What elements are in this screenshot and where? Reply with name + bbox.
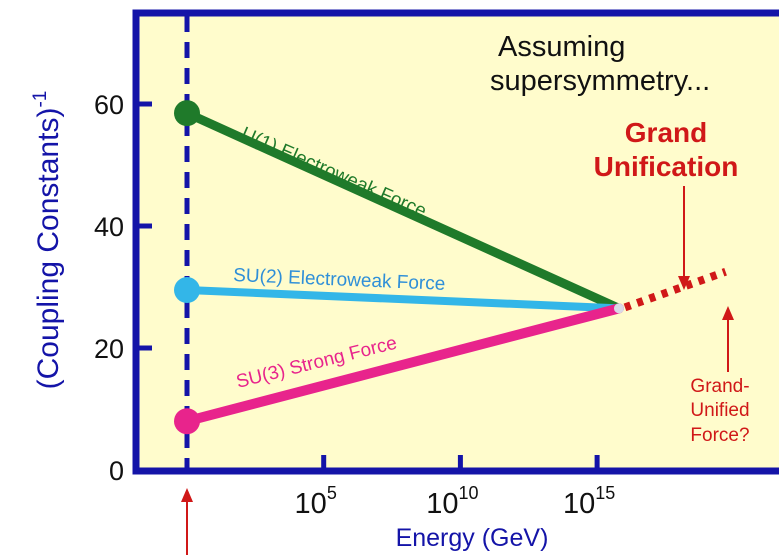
- u1-start-point: [174, 100, 200, 127]
- x-tick-label-exponent: 15: [595, 483, 615, 503]
- unified-force-extension-line: [623, 267, 727, 312]
- x-tick-label-base: 10: [426, 488, 458, 520]
- y-axis-label-superscript: -1: [30, 91, 51, 108]
- x-tick-label-base: 10: [563, 488, 595, 520]
- x-axis-label: Energy (GeV): [396, 524, 549, 552]
- assumption-annotation-line2: supersymmetry...: [490, 65, 710, 97]
- y-axis-label-text: (Coupling Constants): [32, 108, 65, 390]
- unified-force-annotation-line2: Unified: [690, 400, 749, 421]
- x-tick-label-exponent: 5: [327, 483, 337, 503]
- unified-force-annotation-line3: Force?: [690, 425, 749, 446]
- unification-point: [613, 303, 624, 314]
- x-tick-label: 105: [295, 483, 337, 520]
- unified-force-annotation-line1: Grand-: [690, 376, 749, 397]
- su2-start-point: [174, 277, 200, 304]
- x-tick-label-exponent: 10: [459, 483, 479, 503]
- grand-unification-annotation-line2: Unification: [594, 151, 739, 182]
- su3-strong-line: [182, 303, 624, 427]
- su2-electroweak-line: [183, 286, 623, 313]
- x-tick-label-base: 10: [295, 488, 327, 520]
- u1-electroweak-line: [182, 108, 624, 313]
- grand-unification-arrowhead: [678, 276, 690, 290]
- y-tick-label: 60: [94, 90, 124, 120]
- x-tick-label: 1015: [563, 483, 615, 520]
- grand-unification-annotation-line1: Grand: [625, 117, 707, 148]
- assumption-annotation-line1: Assuming: [498, 31, 625, 63]
- unified-force-arrowhead: [722, 306, 734, 320]
- x-tick-label: 1010: [426, 483, 478, 520]
- low-energy-arrowhead: [181, 488, 193, 502]
- y-axis-label: (Coupling Constants)-1: [30, 91, 65, 390]
- y-tick-label: 40: [94, 212, 124, 242]
- su3-start-point: [174, 408, 200, 435]
- y-tick-label: 20: [94, 334, 124, 364]
- y-tick-label: 0: [109, 456, 124, 486]
- plot-area: [132, 9, 779, 475]
